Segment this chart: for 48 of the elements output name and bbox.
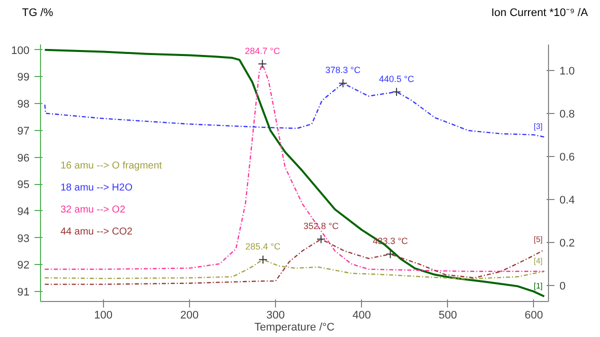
text: 44 amu --> CO2: [60, 226, 133, 238]
point: [316, 234, 326, 244]
annotation: 285.4 °C: [245, 242, 282, 252]
y2-axis-title: Ion Current *10⁻⁹ /A: [491, 6, 588, 21]
line-series: [44, 258, 545, 280]
point: [338, 78, 348, 88]
point: [258, 255, 268, 264]
y2-tick-label: 0: [560, 280, 566, 292]
line-series: [44, 48, 546, 298]
point: [258, 59, 267, 68]
y-axis-title: TG /%: [22, 6, 54, 21]
y-tick-label: 99: [17, 72, 30, 84]
x-tick-label: 200: [180, 310, 199, 322]
annotation: 378.3 °C: [325, 65, 362, 76]
y2-tick-label: 0.6: [560, 151, 575, 164]
y2-tick-label: 0.8: [560, 108, 575, 120]
text: 18 amu --> H2O: [60, 182, 133, 194]
y-tick-label: 93: [17, 232, 30, 245]
y-tick-label: 98: [17, 98, 30, 111]
x-axis-title: Temperature /°C: [254, 322, 335, 334]
annotation: 284.7 °C: [244, 46, 280, 56]
annotation: [5]: [534, 234, 543, 244]
point: [386, 250, 395, 259]
annotation: [1]: [534, 281, 543, 290]
x-tick-label: 300: [266, 310, 285, 322]
x-tick-label: 100: [94, 310, 113, 322]
x-tick-label: 400: [352, 310, 371, 322]
y-tick-label: 94: [17, 206, 30, 218]
y2-tick-label: 1.0: [560, 65, 575, 78]
y2-tick-label: 0.2: [560, 237, 575, 250]
annotation: [4]: [534, 256, 543, 266]
y-tick-label: 97: [17, 125, 30, 138]
y-tick-label: 100: [11, 44, 30, 57]
line-series: [44, 82, 545, 138]
point: [392, 87, 402, 96]
y-tick-label: 91: [17, 286, 30, 299]
annotation: 352.8 °C: [303, 221, 340, 232]
annotation: 440.5 °C: [378, 74, 415, 84]
text: 16 amu --> O fragment: [60, 160, 162, 172]
y-tick-label: 92: [17, 260, 30, 272]
y2-tick-label: 0.4: [560, 194, 575, 206]
x-tick-label: 500: [438, 310, 457, 322]
x-tick-label: 600: [524, 310, 544, 322]
y-tick-label: 96: [17, 152, 30, 164]
annotation: [3]: [534, 122, 543, 131]
line-series: [44, 63, 545, 272]
y-tick-label: 95: [17, 179, 30, 192]
text: 32 amu --> O2: [60, 204, 126, 216]
